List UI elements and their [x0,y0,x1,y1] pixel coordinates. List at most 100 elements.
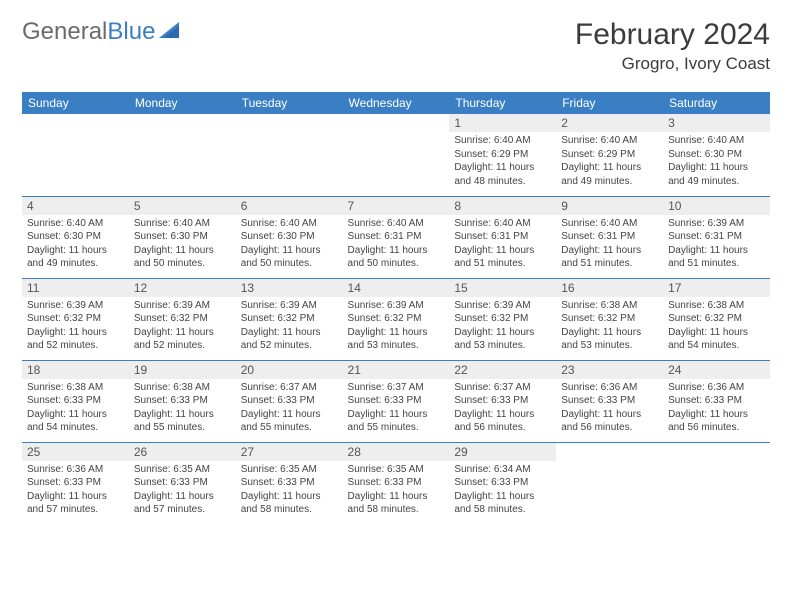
sunset-text: Sunset: 6:32 PM [134,312,231,326]
daylight-text: Daylight: 11 hours and 58 minutes. [241,490,338,517]
day-number: 23 [556,361,663,379]
calendar-day-cell: 14Sunrise: 6:39 AMSunset: 6:32 PMDayligh… [343,278,450,360]
day-header: Saturday [663,92,770,114]
daylight-text: Daylight: 11 hours and 49 minutes. [27,244,124,271]
daylight-text: Daylight: 11 hours and 52 minutes. [27,326,124,353]
day-content: Sunrise: 6:40 AMSunset: 6:31 PMDaylight:… [556,215,663,275]
sunrise-text: Sunrise: 6:35 AM [241,463,338,477]
sunrise-text: Sunrise: 6:38 AM [561,299,658,313]
logo-text-gray: General [22,18,107,45]
sunset-text: Sunset: 6:30 PM [241,230,338,244]
sunrise-text: Sunrise: 6:37 AM [348,381,445,395]
sunset-text: Sunset: 6:33 PM [561,394,658,408]
sunrise-text: Sunrise: 6:37 AM [241,381,338,395]
header: GeneralBlue February 2024 Grogro, Ivory … [22,18,770,74]
daylight-text: Daylight: 11 hours and 54 minutes. [27,408,124,435]
sunset-text: Sunset: 6:33 PM [241,394,338,408]
day-content: Sunrise: 6:39 AMSunset: 6:32 PMDaylight:… [449,297,556,357]
day-number: 18 [22,361,129,379]
calendar-week-row: 25Sunrise: 6:36 AMSunset: 6:33 PMDayligh… [22,442,770,524]
day-header: Tuesday [236,92,343,114]
daylight-text: Daylight: 11 hours and 57 minutes. [134,490,231,517]
sunrise-text: Sunrise: 6:36 AM [561,381,658,395]
day-number: 28 [343,443,450,461]
day-number: 26 [129,443,236,461]
sunset-text: Sunset: 6:30 PM [27,230,124,244]
day-number: 5 [129,197,236,215]
daylight-text: Daylight: 11 hours and 57 minutes. [27,490,124,517]
calendar-day-cell: 8Sunrise: 6:40 AMSunset: 6:31 PMDaylight… [449,196,556,278]
calendar-day-cell: 16Sunrise: 6:38 AMSunset: 6:32 PMDayligh… [556,278,663,360]
sunset-text: Sunset: 6:31 PM [454,230,551,244]
day-number: 12 [129,279,236,297]
sunrise-text: Sunrise: 6:40 AM [668,134,765,148]
sunrise-text: Sunrise: 6:39 AM [134,299,231,313]
sunset-text: Sunset: 6:33 PM [348,476,445,490]
day-number: 8 [449,197,556,215]
calendar-header-row: SundayMondayTuesdayWednesdayThursdayFrid… [22,92,770,114]
calendar-week-row: 4Sunrise: 6:40 AMSunset: 6:30 PMDaylight… [22,196,770,278]
sunset-text: Sunset: 6:33 PM [27,394,124,408]
day-header: Wednesday [343,92,450,114]
logo-text-blue: Blue [107,18,155,45]
calendar-day-cell: 21Sunrise: 6:37 AMSunset: 6:33 PMDayligh… [343,360,450,442]
day-content: Sunrise: 6:40 AMSunset: 6:30 PMDaylight:… [236,215,343,275]
day-content: Sunrise: 6:39 AMSunset: 6:32 PMDaylight:… [236,297,343,357]
calendar-day-cell: 2Sunrise: 6:40 AMSunset: 6:29 PMDaylight… [556,114,663,196]
sunrise-text: Sunrise: 6:40 AM [454,134,551,148]
logo-text: GeneralBlue [22,18,155,46]
day-number: 3 [663,114,770,132]
day-number: 21 [343,361,450,379]
day-content: Sunrise: 6:39 AMSunset: 6:32 PMDaylight:… [22,297,129,357]
daylight-text: Daylight: 11 hours and 55 minutes. [134,408,231,435]
calendar-day-cell: 10Sunrise: 6:39 AMSunset: 6:31 PMDayligh… [663,196,770,278]
sunrise-text: Sunrise: 6:39 AM [241,299,338,313]
calendar-day-cell: 3Sunrise: 6:40 AMSunset: 6:30 PMDaylight… [663,114,770,196]
title-block: February 2024 Grogro, Ivory Coast [575,18,770,74]
month-title: February 2024 [575,18,770,52]
day-content: Sunrise: 6:38 AMSunset: 6:32 PMDaylight:… [556,297,663,357]
day-number: 29 [449,443,556,461]
daylight-text: Daylight: 11 hours and 53 minutes. [348,326,445,353]
sunrise-text: Sunrise: 6:35 AM [348,463,445,477]
sunset-text: Sunset: 6:33 PM [134,476,231,490]
sunrise-text: Sunrise: 6:39 AM [454,299,551,313]
sunset-text: Sunset: 6:33 PM [241,476,338,490]
day-number: 22 [449,361,556,379]
sunset-text: Sunset: 6:32 PM [241,312,338,326]
calendar-day-cell: 9Sunrise: 6:40 AMSunset: 6:31 PMDaylight… [556,196,663,278]
daylight-text: Daylight: 11 hours and 50 minutes. [348,244,445,271]
daylight-text: Daylight: 11 hours and 49 minutes. [668,161,765,188]
day-content: Sunrise: 6:39 AMSunset: 6:32 PMDaylight:… [129,297,236,357]
calendar-day-cell: 1Sunrise: 6:40 AMSunset: 6:29 PMDaylight… [449,114,556,196]
day-content: Sunrise: 6:36 AMSunset: 6:33 PMDaylight:… [663,379,770,439]
sunset-text: Sunset: 6:30 PM [134,230,231,244]
daylight-text: Daylight: 11 hours and 50 minutes. [134,244,231,271]
calendar-day-cell: 22Sunrise: 6:37 AMSunset: 6:33 PMDayligh… [449,360,556,442]
day-content: Sunrise: 6:37 AMSunset: 6:33 PMDaylight:… [343,379,450,439]
calendar-body: 1Sunrise: 6:40 AMSunset: 6:29 PMDaylight… [22,114,770,524]
sunrise-text: Sunrise: 6:35 AM [134,463,231,477]
calendar-empty-cell [556,442,663,524]
sunrise-text: Sunrise: 6:40 AM [561,217,658,231]
sunset-text: Sunset: 6:33 PM [348,394,445,408]
sunset-text: Sunset: 6:33 PM [134,394,231,408]
day-header: Monday [129,92,236,114]
day-content: Sunrise: 6:40 AMSunset: 6:30 PMDaylight:… [129,215,236,275]
daylight-text: Daylight: 11 hours and 49 minutes. [561,161,658,188]
calendar-empty-cell [129,114,236,196]
day-number: 20 [236,361,343,379]
calendar-empty-cell [22,114,129,196]
daylight-text: Daylight: 11 hours and 54 minutes. [668,326,765,353]
sunrise-text: Sunrise: 6:36 AM [668,381,765,395]
sunset-text: Sunset: 6:33 PM [27,476,124,490]
sunset-text: Sunset: 6:29 PM [454,148,551,162]
calendar-day-cell: 15Sunrise: 6:39 AMSunset: 6:32 PMDayligh… [449,278,556,360]
calendar-day-cell: 6Sunrise: 6:40 AMSunset: 6:30 PMDaylight… [236,196,343,278]
calendar-day-cell: 5Sunrise: 6:40 AMSunset: 6:30 PMDaylight… [129,196,236,278]
calendar-day-cell: 13Sunrise: 6:39 AMSunset: 6:32 PMDayligh… [236,278,343,360]
calendar-week-row: 11Sunrise: 6:39 AMSunset: 6:32 PMDayligh… [22,278,770,360]
sunrise-text: Sunrise: 6:40 AM [134,217,231,231]
day-content: Sunrise: 6:39 AMSunset: 6:32 PMDaylight:… [343,297,450,357]
calendar-week-row: 1Sunrise: 6:40 AMSunset: 6:29 PMDaylight… [22,114,770,196]
